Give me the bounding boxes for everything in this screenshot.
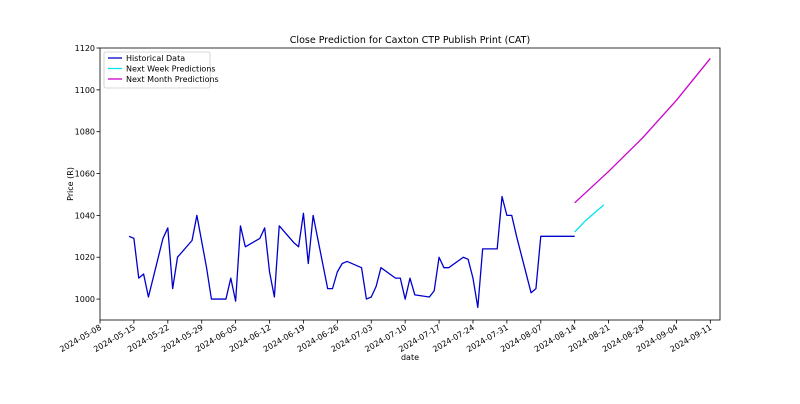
plot-area-frame bbox=[99, 47, 721, 321]
series-line-1 bbox=[128, 195, 575, 309]
series-layer bbox=[128, 58, 711, 309]
x-axis-label: date bbox=[401, 353, 419, 362]
legend-label: Next Week Predictions bbox=[126, 65, 216, 74]
y-tick-label: 1020 bbox=[75, 253, 95, 262]
legend-label: Historical Data bbox=[126, 54, 185, 63]
series-line-3 bbox=[574, 58, 711, 204]
y-tick-label: 1060 bbox=[75, 170, 95, 179]
y-axis-label: Price (R) bbox=[66, 167, 75, 201]
y-tick-label: 1120 bbox=[75, 44, 95, 53]
y-tick-label: 1040 bbox=[75, 211, 95, 220]
chart-title: Close Prediction for Caxton CTP Publish … bbox=[290, 35, 530, 46]
y-axis-ticks: 1000 1020 1040 1060 1080 1100 1120 bbox=[75, 44, 100, 304]
legend-box bbox=[103, 51, 211, 89]
y-tick-label: 1080 bbox=[75, 128, 95, 137]
y-tick-label: 1100 bbox=[75, 86, 95, 95]
x-axis-ticks: 2024-05-082024-05-152024-05-222024-05-29… bbox=[58, 320, 713, 354]
y-tick-label: 1000 bbox=[75, 295, 95, 304]
legend: Historical Data Next Week PredictionsNext… bbox=[103, 51, 219, 89]
legend-label: Next Month Predictions bbox=[126, 75, 219, 84]
series-line-2 bbox=[574, 204, 605, 233]
